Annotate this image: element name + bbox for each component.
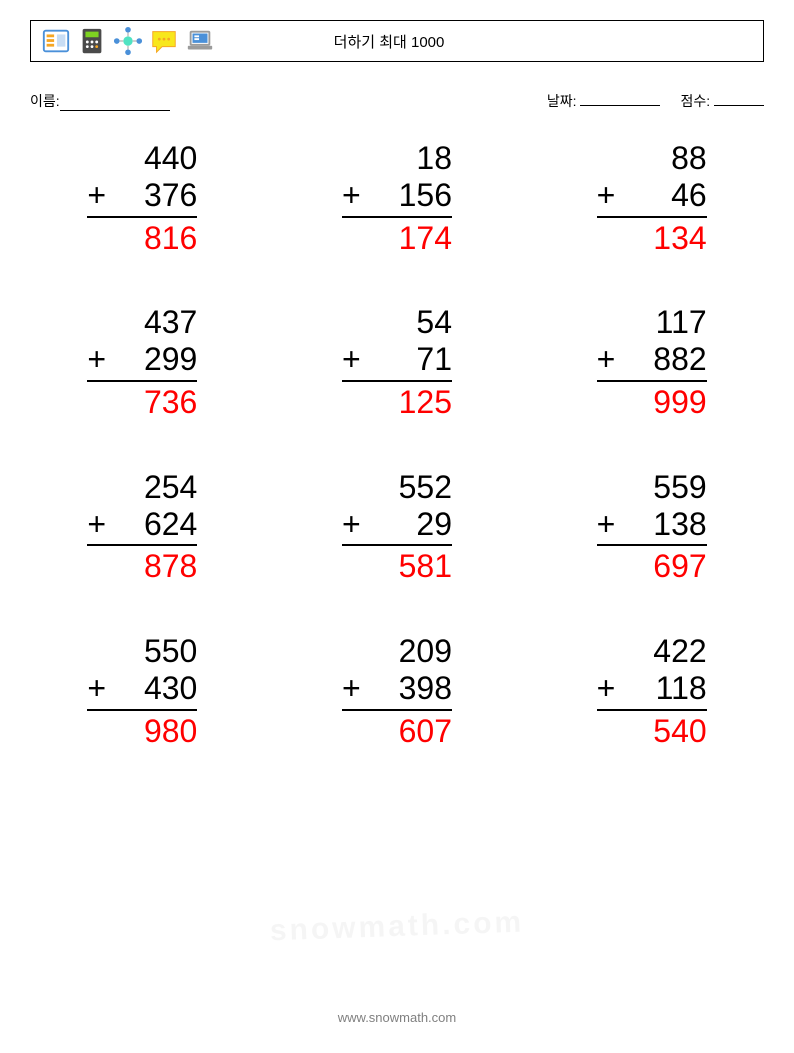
operand-b: 398 [361,670,452,707]
operand-a: 18 [342,140,452,177]
problem: 88+46134 [569,140,734,256]
operand-b-line: +156 [342,177,452,218]
answer: 736 [87,382,197,421]
operand-b: 430 [106,670,197,707]
problem: 437+299736 [60,304,225,420]
problem: 550+430980 [60,633,225,749]
problem: 117+882999 [569,304,734,420]
watermark: snowmath.com [269,906,524,949]
operator: + [342,177,361,214]
operand-b-line: +430 [87,670,197,711]
header-icons [41,26,215,56]
operator: + [87,506,106,543]
operator: + [597,670,616,707]
operand-b-line: +882 [597,341,707,382]
operator: + [597,506,616,543]
operand-b: 118 [615,670,706,707]
operator: + [597,177,616,214]
operand-b: 71 [361,341,452,378]
operand-b-line: +46 [597,177,707,218]
problem: 422+118540 [569,633,734,749]
operand-a: 437 [87,304,197,341]
date-label: 날짜: [547,93,577,109]
network-icon [113,26,143,56]
operand-b: 882 [615,341,706,378]
answer: 999 [597,382,707,421]
operator: + [87,670,106,707]
date-blank [580,90,660,106]
problem: 254+624878 [60,469,225,585]
operand-b: 624 [106,506,197,543]
date-field: 날짜: [547,90,661,111]
operand-a: 88 [597,140,707,177]
operator: + [87,177,106,214]
operand-a: 117 [597,304,707,341]
operand-b: 376 [106,177,197,214]
name-label: 이름: [30,91,60,111]
operand-b-line: +398 [342,670,452,711]
problem: 209+398607 [315,633,480,749]
answer: 540 [597,711,707,750]
operand-b-line: +138 [597,506,707,547]
operand-a: 552 [342,469,452,506]
problem: 54+71125 [315,304,480,420]
operator: + [87,341,106,378]
name-blank [60,95,170,111]
footer-url: www.snowmath.com [0,1010,794,1025]
operand-b-line: +71 [342,341,452,382]
operand-b: 29 [361,506,452,543]
header-box: 더하기 최대 1000 [30,20,764,62]
answer: 697 [597,546,707,585]
operand-a: 254 [87,469,197,506]
score-field: 점수: [680,90,764,111]
problem: 552+ 29581 [315,469,480,585]
operand-a: 422 [597,633,707,670]
answer: 878 [87,546,197,585]
chat-icon [149,26,179,56]
worksheet-icon [41,26,71,56]
operand-b: 299 [106,341,197,378]
operator: + [342,506,361,543]
answer: 816 [87,218,197,257]
answer: 174 [342,218,452,257]
operand-a: 559 [597,469,707,506]
answer: 980 [87,711,197,750]
name-field: 이름: [30,90,170,111]
laptop-icon [185,26,215,56]
operator: + [342,670,361,707]
operator: + [342,341,361,378]
operand-b-line: +624 [87,506,197,547]
operator: + [597,341,616,378]
operand-a: 440 [87,140,197,177]
score-blank [714,90,764,106]
operand-b: 156 [361,177,452,214]
operand-b-line: +118 [597,670,707,711]
calculator-icon [77,26,107,56]
problem: 18+156174 [315,140,480,256]
answer: 125 [342,382,452,421]
problem: 559+138697 [569,469,734,585]
operand-b-line: +299 [87,341,197,382]
operand-a: 54 [342,304,452,341]
operand-b: 46 [615,177,706,214]
operand-b: 138 [615,506,706,543]
worksheet-title: 더하기 최대 1000 [215,31,763,52]
problem: 440+376816 [60,140,225,256]
operand-a: 550 [87,633,197,670]
meta-row: 이름: 날짜: 점수: [30,90,764,111]
problems-grid: 440+37681618+15617488+46134437+29973654+… [60,140,734,750]
answer: 134 [597,218,707,257]
operand-b-line: + 29 [342,506,452,547]
score-label: 점수: [680,93,710,109]
operand-b-line: +376 [87,177,197,218]
operand-a: 209 [342,633,452,670]
answer: 581 [342,546,452,585]
answer: 607 [342,711,452,750]
